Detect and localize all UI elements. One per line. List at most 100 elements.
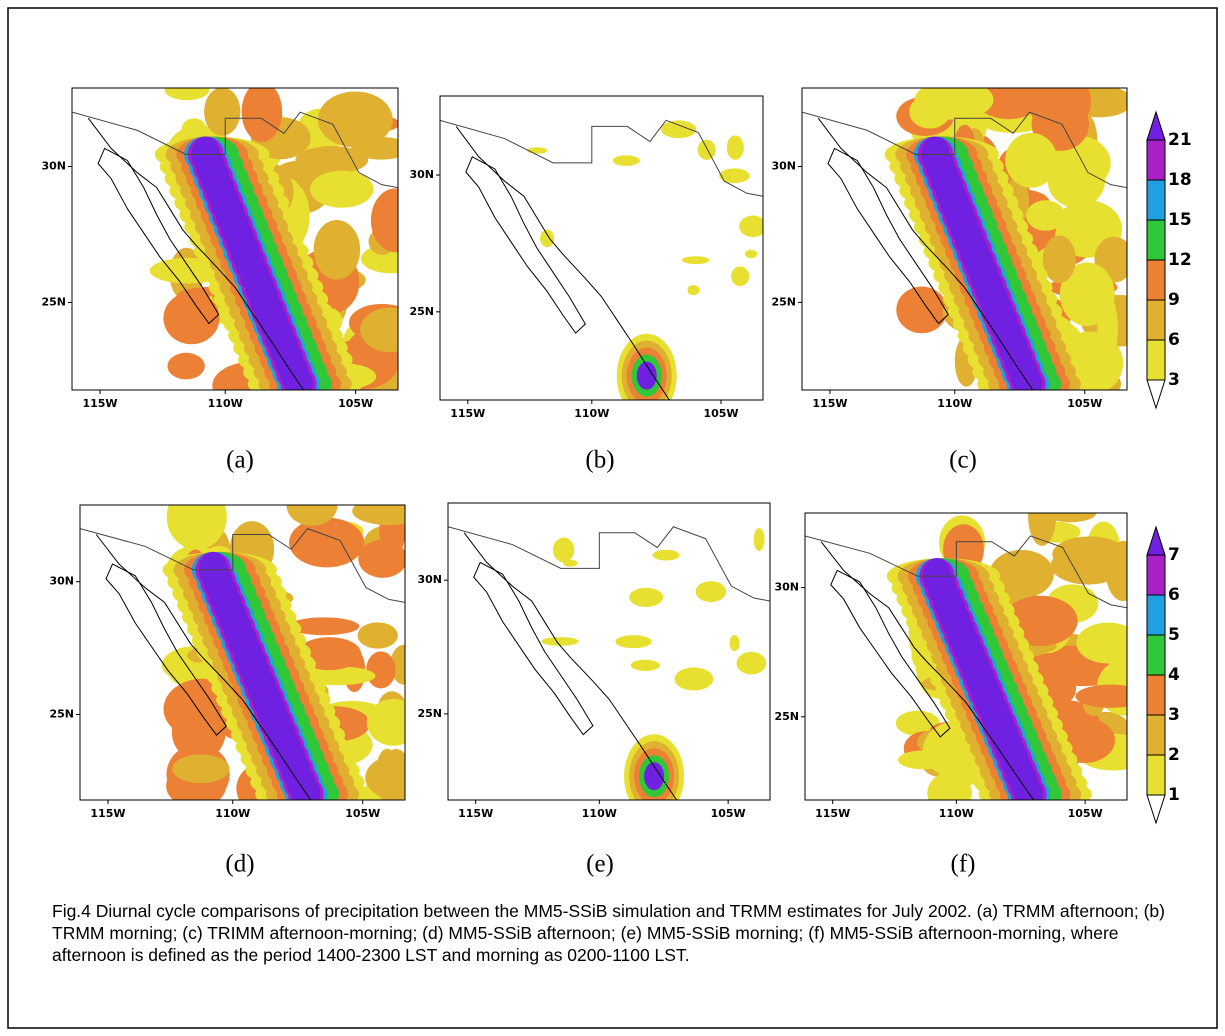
y-tick-label: 25N [49, 707, 74, 720]
precip-band [284, 365, 313, 390]
colorbar-label: 5 [1168, 625, 1180, 645]
colorbar-label: 7 [1168, 545, 1180, 565]
precip-area [370, 188, 398, 253]
map-panel [448, 526, 770, 800]
precip-area [1044, 513, 1097, 523]
y-tick-label: 25N [774, 710, 799, 723]
precip-area [1047, 153, 1106, 208]
precip-area [310, 170, 374, 208]
map-frame [447, 502, 771, 801]
precip-area [630, 659, 660, 671]
precip-area [552, 537, 575, 563]
coastline [455, 126, 670, 400]
colorbar-label: 3 [1168, 705, 1180, 725]
border [805, 535, 1127, 609]
y-tick-label: 25N [417, 707, 442, 720]
precip-area [731, 266, 750, 287]
x-tick-label: 110W [208, 397, 243, 410]
precip-area [726, 135, 744, 160]
y-tick-label: 30N [417, 573, 442, 586]
caption: Fig.4 Diurnal cycle comparisons of preci… [52, 901, 1165, 965]
precip-area [167, 352, 205, 380]
colorbar-segment [1146, 179, 1166, 221]
precip-area [541, 637, 579, 646]
x-tick-label: 115W [815, 807, 850, 820]
x-tick-label: 110W [937, 397, 972, 410]
colorbar-segment [1146, 139, 1166, 181]
map-panel [802, 88, 1127, 390]
colorbar-bottom [1146, 379, 1166, 410]
colorbar-segment [1146, 219, 1166, 261]
precip-area [527, 147, 548, 154]
precip-area [729, 635, 740, 652]
precip-area [352, 505, 405, 526]
colorbar-label: 12 [1168, 250, 1192, 270]
precip-area [1028, 88, 1091, 135]
precip-area [736, 651, 767, 675]
border [72, 111, 398, 189]
precip-band [1014, 776, 1043, 800]
colorbar-label: 1 [1168, 785, 1180, 805]
precip-area [1059, 262, 1115, 327]
precip-area [360, 307, 398, 353]
coastline [817, 117, 1034, 390]
precip-area [897, 750, 948, 770]
colorbar-segment [1146, 754, 1166, 796]
x-tick-label: 105W [338, 397, 373, 410]
colorbar-top [1146, 525, 1166, 556]
precip-area [927, 772, 972, 800]
coastline [465, 156, 586, 334]
precip-cell [636, 361, 657, 390]
precip-area [166, 505, 227, 550]
map-frame [79, 504, 406, 801]
precip-area [660, 120, 697, 139]
coastline [95, 534, 312, 800]
colorbar-label: 9 [1168, 290, 1180, 310]
precip-area [629, 587, 664, 607]
border [440, 119, 763, 197]
y-tick-label: 25N [771, 295, 796, 308]
precip-area [1005, 132, 1058, 188]
x-tick-label: 115W [82, 397, 117, 410]
map-frame [71, 87, 399, 391]
precip-area [172, 754, 230, 784]
precip-area [1076, 622, 1127, 664]
colorbar-segment [1146, 594, 1166, 636]
map-panel [80, 505, 405, 800]
precip-area [164, 88, 210, 101]
precip-area [895, 710, 940, 736]
precip-area [615, 635, 652, 649]
y-tick-label: 30N [41, 160, 66, 173]
precip-area [652, 549, 680, 561]
coastline [463, 532, 678, 800]
x-tick-label: 110W [939, 807, 974, 820]
x-tick-label: 105W [711, 807, 746, 820]
x-tick-label: 115W [90, 807, 125, 820]
y-tick-label: 30N [49, 575, 74, 588]
colorbar-bottom [1146, 794, 1166, 825]
precip-area [753, 527, 765, 552]
panel-label: (a) [226, 447, 254, 474]
colorbar-segment [1146, 339, 1166, 381]
map-frame [801, 87, 1128, 391]
colorbar-segment [1146, 634, 1166, 676]
precip-area [241, 88, 283, 142]
border [802, 111, 1127, 189]
colorbar-label: 3 [1168, 370, 1180, 390]
precip-area [295, 146, 369, 174]
precip-area [896, 286, 948, 334]
panel-label: (c) [949, 447, 977, 474]
panel-label: (b) [585, 447, 614, 474]
coastline [827, 147, 949, 325]
y-tick-label: 30N [409, 168, 434, 181]
precip-area [384, 748, 405, 779]
precip-area [989, 549, 1054, 599]
y-tick-label: 25N [409, 305, 434, 318]
precip-area [288, 617, 360, 636]
colorbar-segment [1146, 259, 1166, 301]
colorbar-segment [1146, 554, 1166, 596]
colorbar-label: 18 [1168, 170, 1192, 190]
x-tick-label: 115W [458, 807, 493, 820]
